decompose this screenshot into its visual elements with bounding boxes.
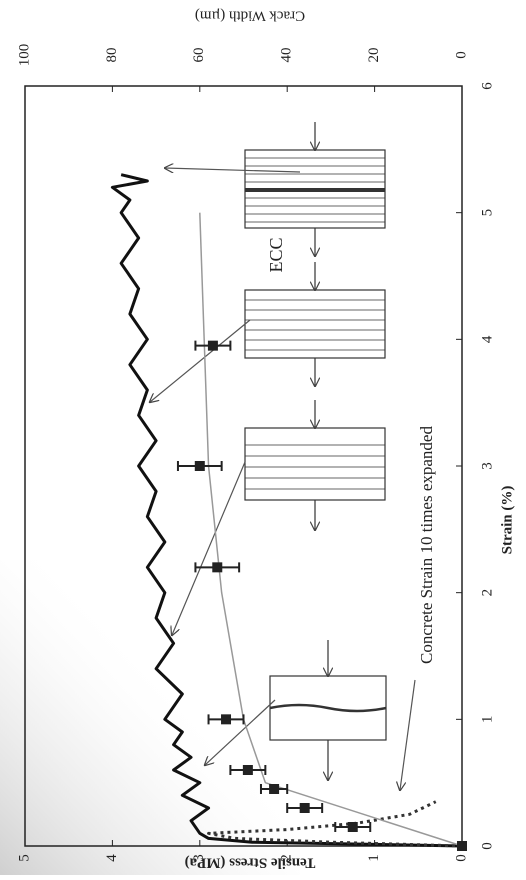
y2-tick-label: 80 bbox=[104, 48, 120, 63]
x-tick-label: 6 bbox=[479, 82, 495, 90]
x-tick-label: 1 bbox=[479, 716, 495, 724]
y-tick-label: 3 bbox=[191, 854, 207, 862]
y2-tick-label: 100 bbox=[16, 44, 32, 67]
marker bbox=[300, 803, 310, 813]
y-tick-label: 1 bbox=[366, 854, 382, 862]
marker bbox=[348, 822, 358, 832]
x-axis-title: Strain (%) bbox=[499, 486, 515, 555]
y2-axis-title: Crack Width (µm) bbox=[195, 8, 305, 24]
annotation: Concrete Strain 10 times expanded bbox=[417, 426, 436, 664]
marker bbox=[208, 341, 218, 351]
marker bbox=[457, 841, 467, 851]
y2-tick-label: 40 bbox=[279, 48, 295, 63]
annotation: ECC bbox=[266, 237, 286, 272]
y-tick-label: 4 bbox=[104, 854, 120, 862]
y-tick-label: 2 bbox=[279, 854, 295, 862]
scan-shade bbox=[0, 560, 300, 875]
y2-tick-label: 20 bbox=[366, 48, 382, 63]
y2-tick-label: 0 bbox=[453, 51, 469, 59]
x-tick-label: 3 bbox=[479, 462, 495, 470]
marker bbox=[195, 461, 205, 471]
marker bbox=[269, 784, 279, 794]
x-tick-label: 4 bbox=[479, 335, 495, 343]
page: ECC Concrete Strain 10 times expanded St… bbox=[0, 0, 526, 875]
y-tick-label: 0 bbox=[453, 854, 469, 862]
x-tick-label: 5 bbox=[479, 209, 495, 217]
marker bbox=[221, 714, 231, 724]
chart: ECC Concrete Strain 10 times expanded St… bbox=[0, 0, 526, 875]
y2-tick-label: 60 bbox=[191, 48, 207, 63]
y-tick-label: 5 bbox=[16, 854, 32, 862]
marker bbox=[212, 562, 222, 572]
x-tick-label: 0 bbox=[479, 842, 495, 850]
marker bbox=[243, 765, 253, 775]
x-tick-label: 2 bbox=[479, 589, 495, 597]
